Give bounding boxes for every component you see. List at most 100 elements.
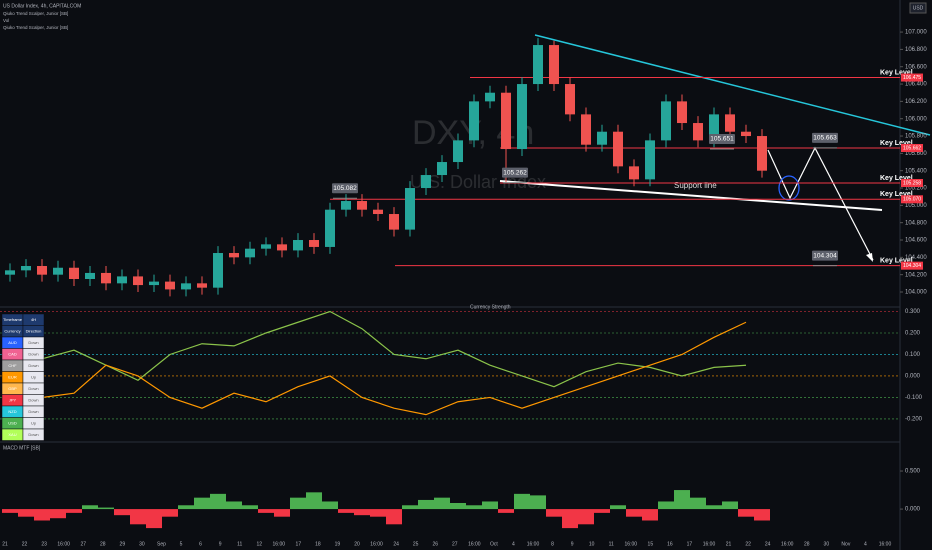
table-text: EUR xyxy=(8,374,17,379)
x-tick-label: 27 xyxy=(452,541,458,547)
candle-body xyxy=(149,281,159,286)
candle-body xyxy=(677,101,687,124)
table-text: AUD xyxy=(8,340,17,345)
highlight-circle xyxy=(778,175,800,201)
y-tick-label: 107.000 xyxy=(905,30,927,36)
x-tick-label: 25 xyxy=(413,541,419,547)
x-tick-label: 30 xyxy=(824,541,830,547)
candle-body xyxy=(693,123,703,141)
price-tag xyxy=(901,195,923,204)
histogram-bar xyxy=(210,493,226,510)
candle-body xyxy=(197,283,207,288)
candle-body xyxy=(69,267,79,280)
x-tick-label: 5 xyxy=(180,541,183,547)
x-tick-label: 23 xyxy=(41,541,47,547)
candle-body xyxy=(437,162,447,176)
currency-box[interactable] xyxy=(909,2,927,14)
x-tick-label: 16 xyxy=(667,541,673,547)
histogram-bar xyxy=(2,509,18,513)
candle-body xyxy=(341,201,351,210)
y-tick-label: -0.200 xyxy=(905,417,923,423)
candle-body xyxy=(229,253,239,258)
y-tick-label: 104.800 xyxy=(905,220,927,226)
price-tag xyxy=(901,143,923,152)
histogram-bar xyxy=(594,509,610,513)
candle-body xyxy=(309,240,319,247)
x-tick-label: 30 xyxy=(139,541,145,547)
callout-box xyxy=(812,132,838,143)
x-tick-label: 16:00 xyxy=(468,541,481,547)
price-tag xyxy=(901,73,923,82)
callout-box xyxy=(502,167,528,178)
x-tick-label: 16:00 xyxy=(57,541,70,547)
table-header: Currency xyxy=(4,328,20,333)
y-tick-label: -0.100 xyxy=(905,395,923,401)
candle-body xyxy=(37,266,47,275)
callout-label: 105.663 xyxy=(813,135,837,142)
histogram-bar xyxy=(722,501,738,510)
x-tick-label: 4 xyxy=(512,541,515,547)
histogram-bar xyxy=(754,509,770,521)
candle-body xyxy=(629,166,639,180)
y-tick-label: 104.200 xyxy=(905,272,927,278)
key-level-label: Key Level xyxy=(880,191,913,198)
histogram-bar xyxy=(530,495,546,510)
candle-body xyxy=(293,240,303,251)
table-text: XAU xyxy=(8,432,16,437)
x-tick-label: 9 xyxy=(219,541,222,547)
y-tick-label: 105.000 xyxy=(905,203,927,209)
x-tick-label: 9 xyxy=(571,541,574,547)
histogram-bar xyxy=(514,493,530,510)
histogram-bar xyxy=(450,502,466,510)
x-tick-label: 21 xyxy=(726,541,732,547)
histogram-bar xyxy=(690,497,706,510)
candle-body xyxy=(85,272,95,280)
histogram-bar xyxy=(482,501,498,510)
callout-label: 104.304 xyxy=(813,252,837,259)
indicator-label: Qiuko Trend Scalper, Junior [SB] xyxy=(3,11,68,16)
table-header: Timeframe xyxy=(3,317,23,322)
histogram-bar xyxy=(18,509,34,517)
callout-label: 105.651 xyxy=(710,136,734,143)
x-tick-label: 16:00 xyxy=(703,541,716,547)
histogram-bar xyxy=(98,507,114,510)
candle-body xyxy=(261,244,271,249)
candle-body xyxy=(549,45,559,85)
y-tick-label: 104.000 xyxy=(905,290,927,296)
histogram-bar xyxy=(146,509,162,529)
currency[interactable]: USD xyxy=(913,5,924,11)
table-text: Up xyxy=(31,374,37,379)
x-tick-label: 28 xyxy=(100,541,106,547)
price-tag-label: 106.475 xyxy=(903,75,921,81)
table-text: Up xyxy=(31,420,37,425)
histogram-bar xyxy=(242,505,258,510)
y-tick-label: 105.600 xyxy=(905,151,927,157)
x-tick-label: Nov xyxy=(841,541,850,547)
callout-label: 105.082 xyxy=(333,185,357,192)
y-tick-label: 0.000 xyxy=(905,507,921,513)
x-tick-label: 16:00 xyxy=(879,541,892,547)
table-header: 4H xyxy=(31,317,36,322)
histogram-bar xyxy=(738,509,754,517)
x-tick-label: 24 xyxy=(765,541,771,547)
y-tick-label: 104.600 xyxy=(905,238,927,244)
x-tick-label: 29 xyxy=(120,541,126,547)
x-tick-label: 17 xyxy=(687,541,693,547)
series-line xyxy=(9,310,747,388)
table-text: USD xyxy=(8,420,17,425)
x-tick-label: 10 xyxy=(589,541,595,547)
candle-body xyxy=(277,244,287,251)
table-text: Down xyxy=(28,397,38,402)
candle-body xyxy=(613,131,623,167)
table-text: Down xyxy=(28,409,38,414)
key-level-label: Key Level xyxy=(880,69,913,76)
price-tag-label: 105.258 xyxy=(903,180,921,186)
histogram-bar xyxy=(130,509,146,525)
candle-body xyxy=(181,283,191,290)
histogram-bar xyxy=(498,509,514,513)
indicator-label: Vol xyxy=(3,18,9,23)
histogram-bar xyxy=(578,509,594,525)
callout-box xyxy=(332,183,358,194)
histogram-bar xyxy=(370,509,386,517)
candle-body xyxy=(21,266,31,271)
